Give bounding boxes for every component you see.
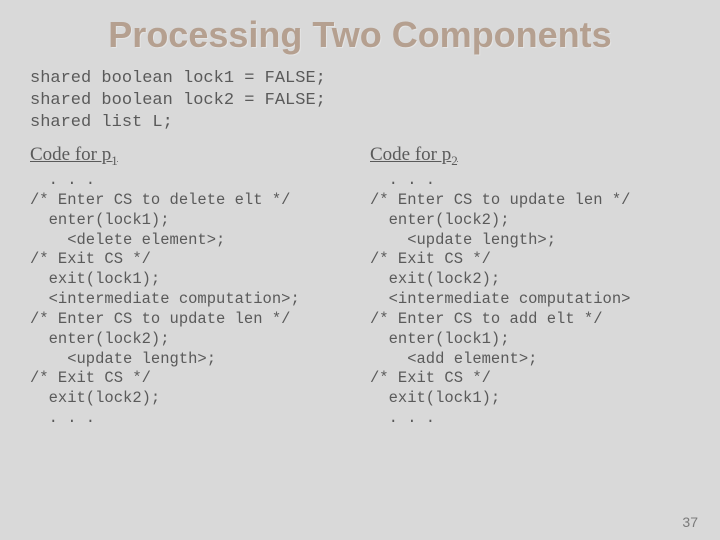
page-number: 37 xyxy=(682,514,698,530)
left-heading-prefix: Code for p xyxy=(30,144,111,165)
left-column: Code for p1 . . . /* Enter CS to delete … xyxy=(30,144,350,429)
shared-declarations: shared boolean lock1 = FALSE; shared boo… xyxy=(0,62,720,144)
left-heading-sub: 1 xyxy=(111,153,118,168)
left-code: . . . /* Enter CS to delete elt */ enter… xyxy=(30,171,350,429)
right-heading-sub: 2 xyxy=(451,153,458,168)
right-column: Code for p2 . . . /* Enter CS to update … xyxy=(370,144,690,429)
left-heading: Code for p1 xyxy=(30,144,350,169)
right-heading-prefix: Code for p xyxy=(370,144,451,165)
right-code: . . . /* Enter CS to update len */ enter… xyxy=(370,171,690,429)
code-columns: Code for p1 . . . /* Enter CS to delete … xyxy=(0,144,720,429)
slide-title: Processing Two Components xyxy=(0,0,720,62)
right-heading: Code for p2 xyxy=(370,144,690,169)
